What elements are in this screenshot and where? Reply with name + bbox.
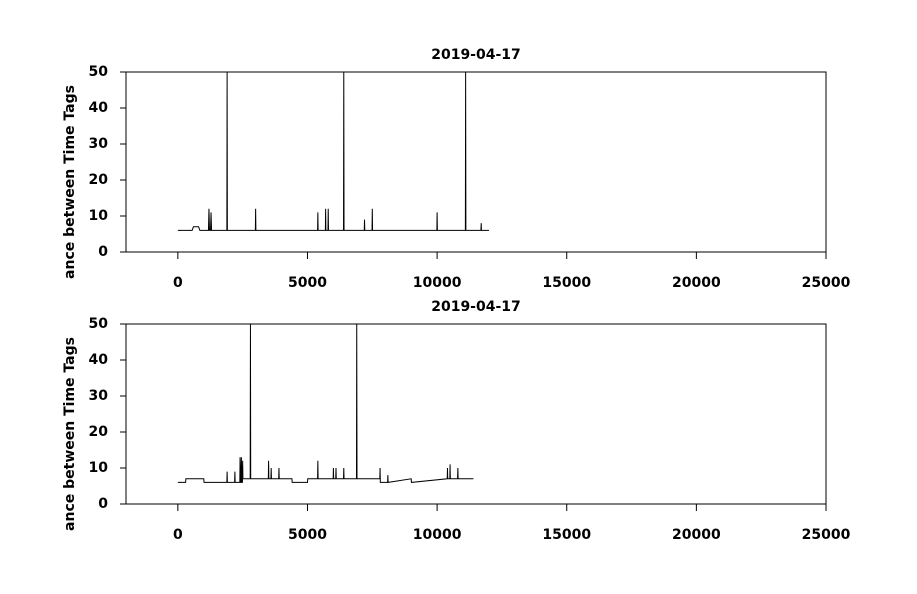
y-tick-label: 0 xyxy=(98,244,108,260)
x-tick-label: 5000 xyxy=(288,527,327,543)
x-tick-label: 10000 xyxy=(413,275,462,291)
y-tick-label: 20 xyxy=(89,172,109,188)
x-tick-label: 20000 xyxy=(672,275,721,291)
chart-title: 2019-04-17 xyxy=(431,299,521,315)
x-tick-label: 15000 xyxy=(542,527,591,543)
x-tick-label: 10000 xyxy=(413,527,462,543)
y-tick-label: 20 xyxy=(89,424,109,440)
y-tick-label: 30 xyxy=(89,136,109,152)
y-tick-label: 30 xyxy=(89,388,109,404)
y-tick-label: 40 xyxy=(89,352,109,368)
plot-area xyxy=(177,323,474,483)
y-tick-label: 50 xyxy=(89,64,109,80)
plot-area xyxy=(177,71,489,231)
x-tick-label: 15000 xyxy=(542,275,591,291)
y-tick-label: 0 xyxy=(98,496,108,512)
x-tick-label: 25000 xyxy=(802,275,851,291)
x-tick-label: 0 xyxy=(173,527,183,543)
y-tick-label: 10 xyxy=(89,208,109,224)
chart-title: 2019-04-17 xyxy=(431,47,521,63)
x-tick-label: 25000 xyxy=(802,527,851,543)
x-tick-label: 5000 xyxy=(288,275,327,291)
y-axis-label: ance between Time Tags xyxy=(62,337,78,531)
x-tick-label: 20000 xyxy=(672,527,721,543)
y-tick-label: 40 xyxy=(89,100,109,116)
data-line xyxy=(177,323,474,483)
plot-frame xyxy=(125,323,827,505)
y-tick-label: 50 xyxy=(89,316,109,332)
plot-frame xyxy=(125,71,827,253)
data-line xyxy=(177,71,489,231)
y-axis-label: ance between Time Tags xyxy=(62,85,78,279)
x-tick-label: 0 xyxy=(173,275,183,291)
y-tick-label: 10 xyxy=(89,460,109,476)
